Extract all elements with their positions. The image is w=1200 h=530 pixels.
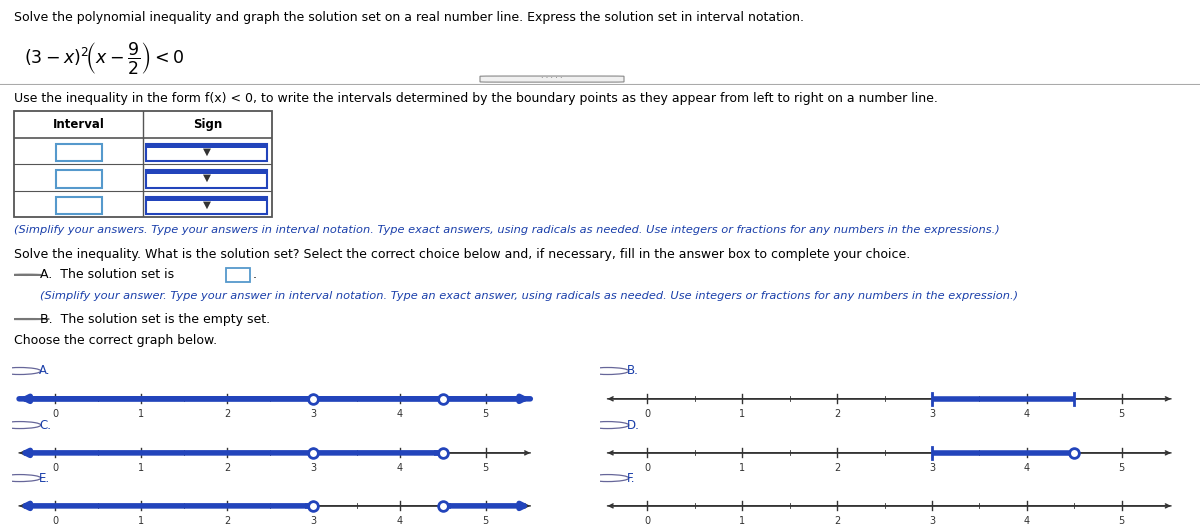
Text: 0: 0 (644, 463, 650, 473)
Text: ▼: ▼ (203, 200, 211, 209)
Text: 2: 2 (834, 463, 840, 473)
Text: 3: 3 (929, 516, 935, 526)
Text: 2: 2 (224, 516, 230, 526)
Text: 2: 2 (834, 409, 840, 419)
Text: 2: 2 (224, 463, 230, 473)
Text: 1: 1 (138, 463, 144, 473)
Bar (55, 197, 102, 214)
Text: F.: F. (626, 472, 635, 484)
Text: 1: 1 (739, 409, 745, 419)
Text: 5: 5 (1118, 463, 1124, 473)
Text: 1: 1 (138, 409, 144, 419)
FancyBboxPatch shape (480, 76, 624, 82)
Text: 5: 5 (1118, 516, 1124, 526)
Text: 1: 1 (138, 516, 144, 526)
Text: Use the inequality in the form f(x) < 0, to write the intervals determined by th: Use the inequality in the form f(x) < 0,… (14, 92, 938, 105)
Text: Choose the correct graph below.: Choose the correct graph below. (14, 334, 217, 347)
Text: 0: 0 (52, 516, 58, 526)
Text: $(3-x)^2\!\left(x-\dfrac{9}{2}\right)<0$: $(3-x)^2\!\left(x-\dfrac{9}{2}\right)<0$ (24, 40, 185, 76)
Bar (146, 171, 268, 174)
Text: 5: 5 (482, 409, 488, 419)
Bar (146, 197, 268, 214)
Text: 2: 2 (834, 516, 840, 526)
Text: 4: 4 (1024, 409, 1030, 419)
Text: 0: 0 (644, 516, 650, 526)
Text: Interval: Interval (53, 118, 104, 131)
Text: ▼: ▼ (203, 147, 211, 156)
Text: .: . (253, 268, 257, 281)
Text: 3: 3 (929, 463, 935, 473)
Text: 4: 4 (1024, 463, 1030, 473)
Text: 5: 5 (482, 516, 488, 526)
Text: (Simplify your answers. Type your answers in interval notation. Type exact answe: (Simplify your answers. Type your answer… (14, 225, 1000, 235)
Text: 5: 5 (1118, 409, 1124, 419)
Text: 0: 0 (52, 463, 58, 473)
Bar (227, 268, 250, 282)
Bar (55, 144, 102, 161)
Text: 2: 2 (224, 409, 230, 419)
Text: Solve the inequality. What is the solution set? Select the correct choice below : Solve the inequality. What is the soluti… (14, 248, 911, 261)
Text: 3: 3 (311, 463, 317, 473)
Text: 3: 3 (929, 409, 935, 419)
Text: 4: 4 (1024, 516, 1030, 526)
Text: C.: C. (38, 419, 50, 431)
Text: D.: D. (626, 419, 640, 431)
Text: 1: 1 (739, 516, 745, 526)
Text: 4: 4 (396, 516, 403, 526)
Text: (Simplify your answer. Type your answer in interval notation. Type an exact answ: (Simplify your answer. Type your answer … (40, 292, 1018, 301)
Text: A.: A. (38, 365, 50, 377)
Text: 0: 0 (644, 409, 650, 419)
Text: 4: 4 (396, 409, 403, 419)
Text: Sign: Sign (193, 118, 222, 131)
Bar (146, 171, 268, 188)
Bar (146, 144, 268, 148)
Text: E.: E. (38, 472, 50, 484)
Text: A.  The solution set is: A. The solution set is (40, 268, 174, 281)
Text: B.: B. (626, 365, 638, 377)
Text: 5: 5 (482, 463, 488, 473)
Text: · · · · ·: · · · · · (541, 74, 563, 83)
Text: ▼: ▼ (203, 173, 211, 183)
Bar (146, 197, 268, 201)
Text: Solve the polynomial inequality and graph the solution set on a real number line: Solve the polynomial inequality and grap… (14, 11, 804, 24)
Text: B.  The solution set is the empty set.: B. The solution set is the empty set. (40, 313, 270, 325)
Text: 1: 1 (739, 463, 745, 473)
Bar (146, 144, 268, 161)
Text: 3: 3 (311, 516, 317, 526)
Bar (55, 171, 102, 188)
Text: 3: 3 (311, 409, 317, 419)
Text: 0: 0 (52, 409, 58, 419)
Text: 4: 4 (396, 463, 403, 473)
